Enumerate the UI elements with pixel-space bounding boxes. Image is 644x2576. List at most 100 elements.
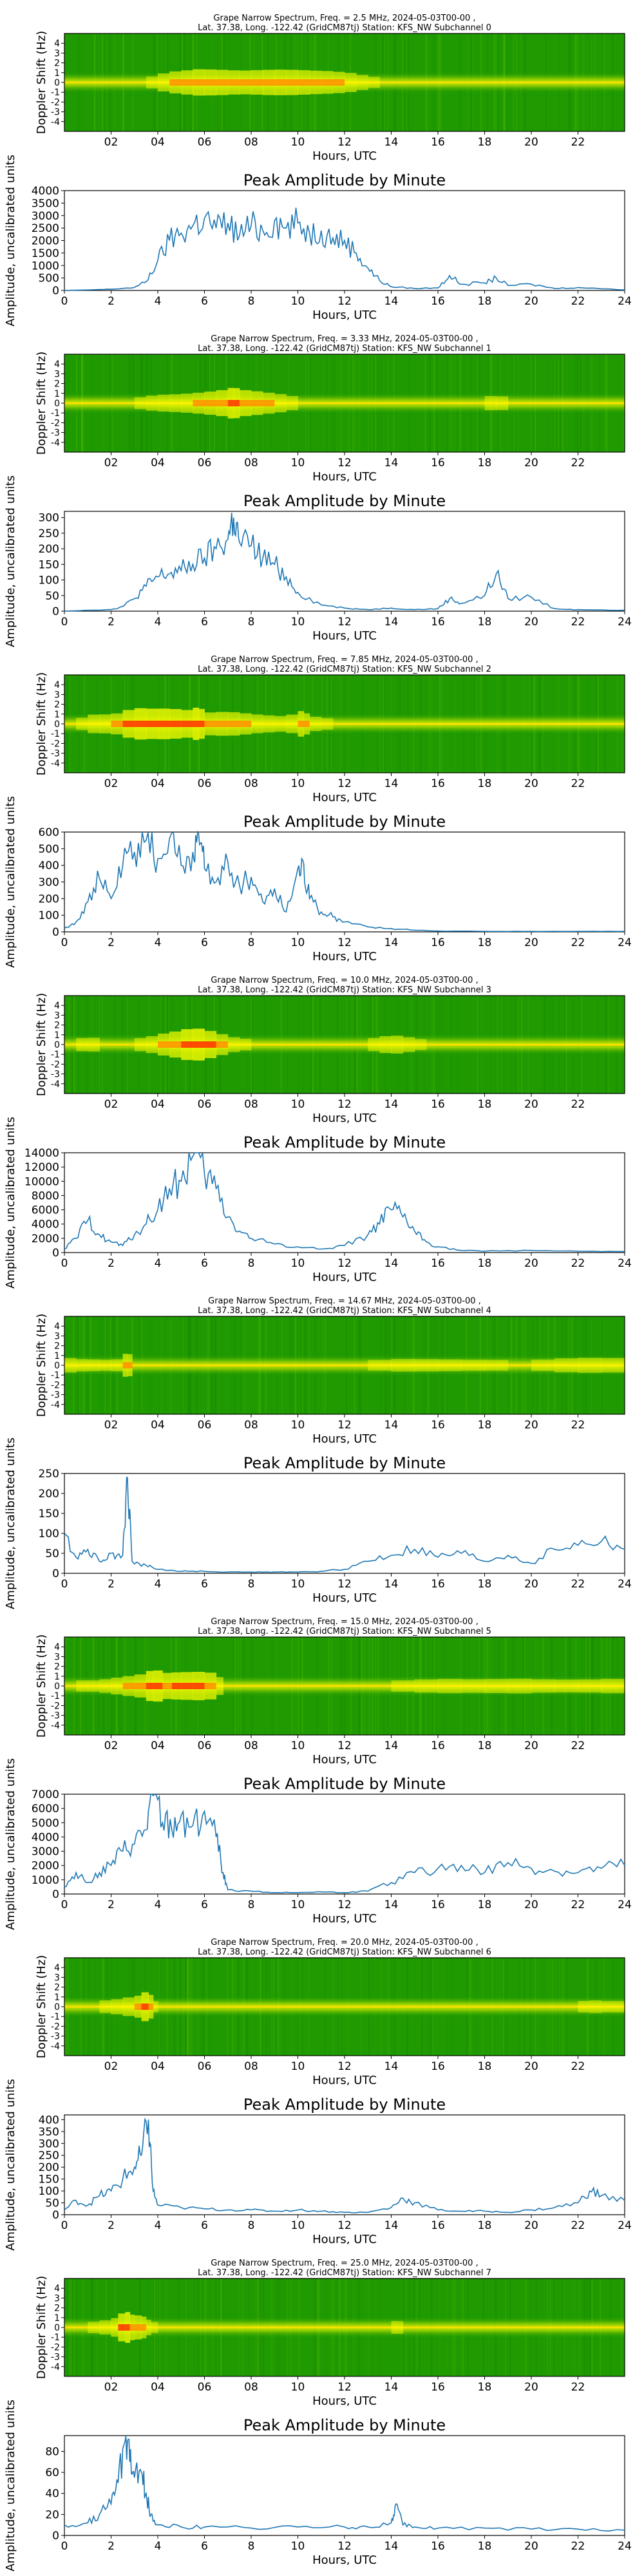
spectrogram-activity <box>146 2319 151 2336</box>
spectrogram-peak <box>169 1041 182 1048</box>
x-tick-label: 06 <box>198 2381 212 2394</box>
y-tick-label: 150 <box>39 1508 59 1520</box>
spectrogram-activity <box>146 395 158 411</box>
y-tick-label: 3000 <box>32 210 59 223</box>
x-tick-label: 16 <box>431 1739 445 1752</box>
y-tick-label: 1 <box>54 710 60 720</box>
x-tick-label: 14 <box>384 2060 399 2073</box>
y-tick-label: 0 <box>54 2323 60 2333</box>
x-tick-label: 02 <box>104 2381 118 2394</box>
spectrogram-activity <box>391 1680 415 1692</box>
x-tick-label: 02 <box>104 1098 118 1111</box>
x-tick-label: 0 <box>61 1257 68 1270</box>
x-tick-label: 20 <box>524 777 538 790</box>
x-axis-label: Hours, UTC <box>312 2233 377 2246</box>
spectrogram-panel: Grape Narrow Spectrum, Freq. = 3.33 MHz,… <box>35 334 625 484</box>
x-tick-label: 12 <box>337 616 352 629</box>
x-tick-label: 14 <box>384 295 399 308</box>
amplitude-title: Peak Amplitude by Minute <box>243 1454 446 1472</box>
x-tick-label: 24 <box>618 1899 632 1911</box>
y-axis-label: Doppler Shift (Hz) <box>35 993 48 1097</box>
spectrogram-activity <box>216 1677 223 1695</box>
x-tick-label: 6 <box>201 295 208 308</box>
amplitude-series-line <box>64 830 625 933</box>
spectrogram-activity <box>414 1679 439 1693</box>
spectrogram-activity <box>438 1359 462 1371</box>
spectrogram-activity <box>134 1037 147 1052</box>
y-tick-label: -3 <box>51 749 60 759</box>
x-tick-label: 16 <box>431 1899 445 1911</box>
y-tick-label: 1 <box>54 2313 60 2324</box>
x-tick-label: 16 <box>431 777 445 790</box>
spectrogram-activity <box>484 1359 509 1371</box>
y-tick-label: 50 <box>45 2197 59 2210</box>
y-tick-label: 0 <box>52 605 59 618</box>
spectrogram-activity <box>484 396 497 410</box>
y-tick-label: 300 <box>39 512 59 525</box>
y-tick-label: 2 <box>54 379 60 390</box>
x-tick-label: 16 <box>431 136 445 149</box>
x-tick-label: 22 <box>571 1098 585 1111</box>
x-tick-label: 8 <box>248 295 255 308</box>
x-tick-label: 10 <box>291 2540 305 2553</box>
amplitude-title: Peak Amplitude by Minute <box>243 2096 446 2114</box>
y-tick-label: 4000 <box>32 185 59 198</box>
spectrogram-carrier-line <box>64 2005 625 2008</box>
spectrogram-activity <box>99 2000 111 2013</box>
y-tick-label: 4 <box>54 1642 60 1653</box>
x-tick-label: 22 <box>571 616 585 629</box>
x-tick-label: 4 <box>155 2540 162 2553</box>
y-tick-label: 4 <box>54 680 60 690</box>
y-tick-label: 3 <box>54 2293 60 2304</box>
spectrogram-subtitle: Lat. 37.38, Long. -122.42 (GridCM87tj) S… <box>198 665 491 674</box>
y-tick-label: -2 <box>51 2342 60 2353</box>
spectrogram-activity <box>531 1359 555 1371</box>
x-tick-label: 20 <box>524 616 538 629</box>
spectrogram-peak <box>122 721 135 727</box>
y-tick-label: -4 <box>51 759 60 769</box>
y-axis-label: Amplitude, uncalibrated units <box>4 2079 17 2251</box>
y-axis-label: Amplitude, uncalibrated units <box>4 1758 17 1930</box>
y-tick-label: 1 <box>54 68 60 79</box>
x-tick-label: 08 <box>244 2381 258 2394</box>
spectrogram-peak <box>111 721 124 727</box>
spectrogram-activity <box>395 2321 404 2334</box>
y-tick-label: 100 <box>39 2185 59 2198</box>
spectrogram-peak <box>146 721 158 727</box>
y-tick-label: 0 <box>54 399 60 409</box>
x-tick-label: 18 <box>478 2060 492 2073</box>
x-tick-label: 02 <box>104 777 118 790</box>
x-tick-label: 2 <box>108 295 115 308</box>
x-tick-label: 0 <box>61 936 68 949</box>
x-tick-label: 6 <box>201 2540 208 2553</box>
x-tick-label: 16 <box>431 2540 445 2553</box>
x-tick-label: 10 <box>291 2219 305 2232</box>
y-tick-label: 0 <box>54 78 60 88</box>
x-tick-label: 10 <box>291 2381 305 2394</box>
x-tick-label: 20 <box>524 2219 538 2232</box>
spectrogram-peak <box>148 2003 154 2010</box>
spectrogram-peak <box>134 2324 142 2331</box>
y-tick-label: -2 <box>51 1380 60 1390</box>
x-tick-label: 8 <box>248 2540 255 2553</box>
amplitude-series-line <box>64 1794 625 1893</box>
amplitude-series-line <box>64 1152 625 1253</box>
x-tick-label: 14 <box>384 1899 399 1911</box>
spectrogram-activity <box>589 2000 602 2013</box>
spectrogram-activity <box>64 1358 77 1373</box>
spectrogram-peak <box>171 1683 182 1689</box>
x-tick-label: 2 <box>108 2540 115 2553</box>
y-axis-label: Amplitude, uncalibrated units <box>4 796 17 968</box>
spectrogram-peak <box>233 400 240 406</box>
spectrogram-activity <box>153 2001 158 2012</box>
spectrogram-activity <box>146 76 158 89</box>
y-tick-label: -1 <box>51 88 60 98</box>
spectrogram-activity <box>286 396 298 410</box>
spectrogram-carrier-line <box>64 1364 625 1367</box>
x-tick-label: 6 <box>201 2219 208 2232</box>
spectrogram-activity <box>99 1359 111 1371</box>
x-tick-label: 6 <box>201 1578 208 1591</box>
spectrogram-peak <box>158 1041 170 1048</box>
